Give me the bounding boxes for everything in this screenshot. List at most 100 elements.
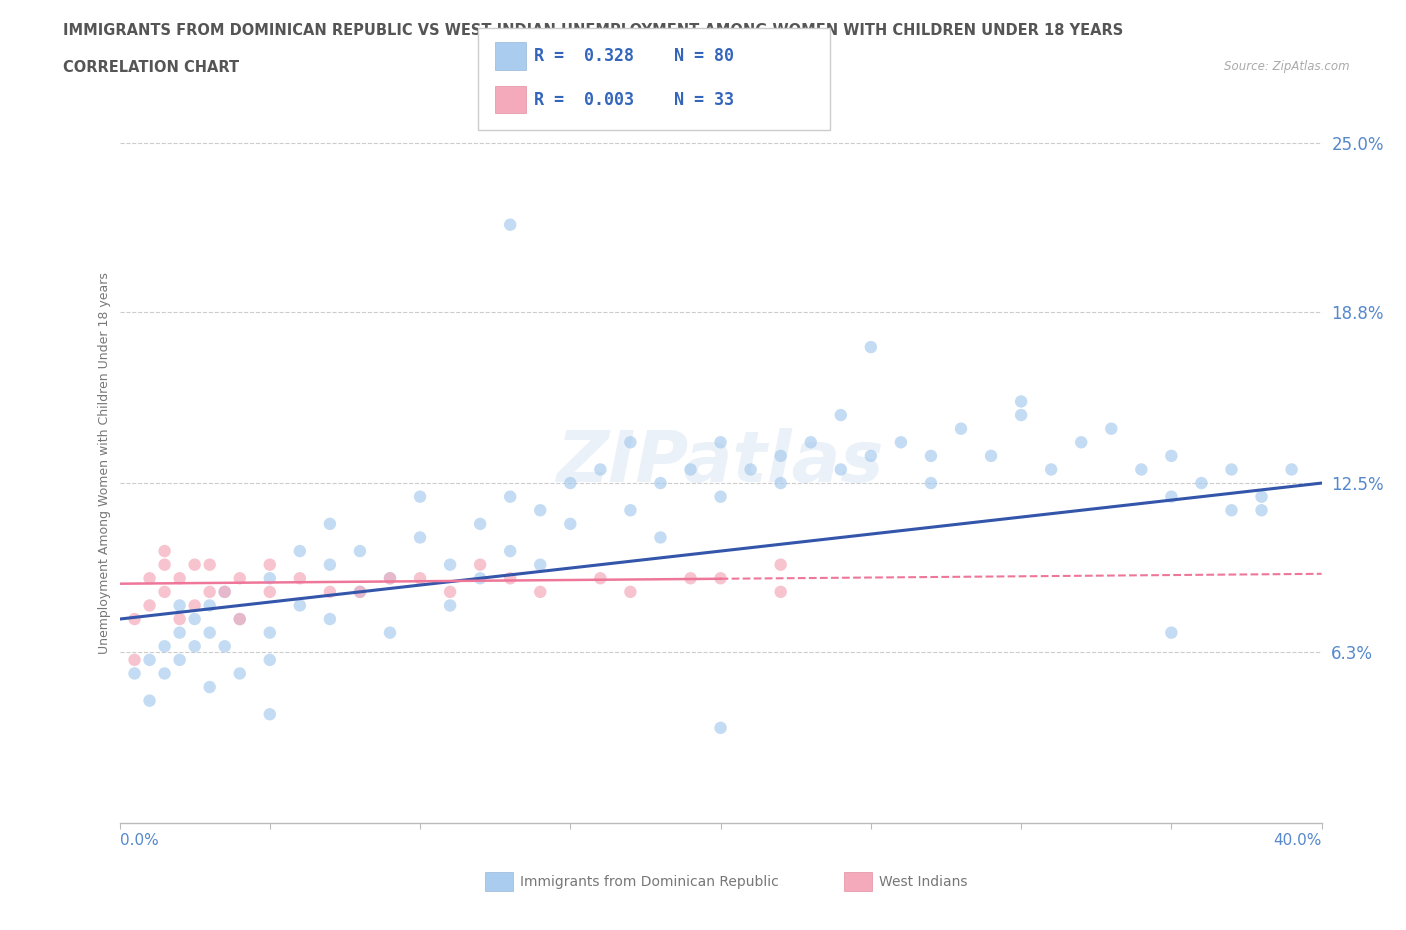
Point <box>679 462 702 477</box>
Point <box>228 666 252 681</box>
Point <box>709 721 731 736</box>
Text: 40.0%: 40.0% <box>1274 833 1322 848</box>
Point <box>183 598 205 613</box>
Point <box>198 680 221 695</box>
Point <box>153 544 176 559</box>
Point <box>319 557 342 572</box>
Point <box>769 557 792 572</box>
Point <box>920 475 942 490</box>
Point <box>619 435 641 450</box>
Point <box>214 639 236 654</box>
Point <box>288 598 311 613</box>
Point <box>1189 475 1212 490</box>
Point <box>1220 503 1243 518</box>
Point <box>288 544 311 559</box>
Point <box>138 653 160 668</box>
Y-axis label: Unemployment Among Women with Children Under 18 years: Unemployment Among Women with Children U… <box>98 272 111 654</box>
Point <box>1010 394 1032 409</box>
Point <box>1130 462 1153 477</box>
Point <box>499 544 522 559</box>
Point <box>124 666 146 681</box>
Point <box>769 448 792 463</box>
Point <box>709 435 731 450</box>
Point <box>529 557 551 572</box>
Point <box>124 612 146 627</box>
Point <box>679 571 702 586</box>
Point <box>138 571 160 586</box>
Text: IMMIGRANTS FROM DOMINICAN REPUBLIC VS WEST INDIAN UNEMPLOYMENT AMONG WOMEN WITH : IMMIGRANTS FROM DOMINICAN REPUBLIC VS WE… <box>63 23 1123 38</box>
Point <box>153 666 176 681</box>
Point <box>468 557 492 572</box>
Point <box>740 462 762 477</box>
Point <box>499 571 522 586</box>
Point <box>1160 448 1182 463</box>
Point <box>859 339 882 354</box>
Point <box>198 557 221 572</box>
Point <box>560 475 582 490</box>
Text: Immigrants from Dominican Republic: Immigrants from Dominican Republic <box>520 874 779 889</box>
Point <box>319 516 342 531</box>
Text: 0.0%: 0.0% <box>120 833 159 848</box>
Point <box>830 462 852 477</box>
Point <box>1250 503 1272 518</box>
Point <box>138 693 160 708</box>
Text: CORRELATION CHART: CORRELATION CHART <box>63 60 239 75</box>
Point <box>198 625 221 640</box>
Point <box>529 503 551 518</box>
Point <box>830 407 852 422</box>
Text: R =  0.328    N = 80: R = 0.328 N = 80 <box>534 46 734 65</box>
Point <box>259 571 281 586</box>
Point <box>709 489 731 504</box>
Point <box>1160 489 1182 504</box>
Point <box>259 584 281 599</box>
Point <box>1099 421 1122 436</box>
Text: R =  0.003    N = 33: R = 0.003 N = 33 <box>534 90 734 109</box>
Point <box>228 612 252 627</box>
Point <box>259 557 281 572</box>
Point <box>319 584 342 599</box>
Point <box>890 435 912 450</box>
Text: West Indians: West Indians <box>879 874 967 889</box>
Point <box>228 571 252 586</box>
Point <box>800 435 823 450</box>
Point <box>468 571 492 586</box>
Point <box>378 571 401 586</box>
Point <box>439 584 461 599</box>
Point <box>138 598 160 613</box>
Text: ZIPatlas: ZIPatlas <box>557 428 884 498</box>
Point <box>650 530 672 545</box>
Point <box>468 516 492 531</box>
Point <box>1160 625 1182 640</box>
Point <box>950 421 973 436</box>
Point <box>1220 462 1243 477</box>
Point <box>259 707 281 722</box>
Point <box>183 639 205 654</box>
Point <box>1040 462 1063 477</box>
Point <box>319 612 342 627</box>
Point <box>439 557 461 572</box>
Point <box>650 475 672 490</box>
Point <box>409 530 432 545</box>
Point <box>499 489 522 504</box>
Point <box>349 584 371 599</box>
Point <box>589 462 612 477</box>
Point <box>1250 489 1272 504</box>
Text: Source: ZipAtlas.com: Source: ZipAtlas.com <box>1225 60 1350 73</box>
Point <box>980 448 1002 463</box>
Point <box>409 571 432 586</box>
Point <box>124 653 146 668</box>
Point <box>859 448 882 463</box>
Point <box>153 584 176 599</box>
Point <box>288 571 311 586</box>
Point <box>920 448 942 463</box>
Point <box>153 557 176 572</box>
Point <box>1070 435 1092 450</box>
Point <box>529 584 551 599</box>
Point <box>169 653 191 668</box>
Point <box>560 516 582 531</box>
Point <box>378 571 401 586</box>
Point <box>214 584 236 599</box>
Point <box>259 625 281 640</box>
Point <box>198 598 221 613</box>
Point <box>378 625 401 640</box>
